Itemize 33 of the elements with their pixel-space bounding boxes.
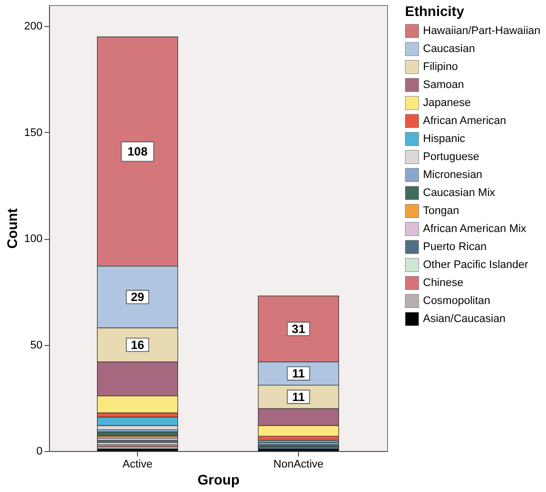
data-label: 108 (128, 144, 148, 159)
legend-label: Tongan (423, 205, 460, 217)
y-tick-label: 50 (30, 339, 42, 352)
legend-label: Puerto Rican (423, 241, 487, 253)
legend-label: Other Pacific Islander (423, 259, 528, 271)
data-label: 16 (130, 338, 145, 352)
legend-label: Caucasian Mix (423, 187, 496, 199)
legend-label: Hispanic (423, 133, 466, 145)
legend-label: Caucasian (423, 43, 475, 55)
legend-label: African American (423, 115, 506, 127)
y-tick-label: 150 (24, 126, 42, 139)
legend-label: Cosmopolitan (423, 295, 490, 307)
x-tick-label: NonActive (273, 458, 324, 470)
data-label: 31 (292, 322, 306, 336)
legend-label: Portuguese (423, 151, 480, 163)
data-label: 29 (130, 290, 145, 304)
legend-label: Asian/Caucasian (423, 313, 506, 325)
y-tick-label: 0 (36, 446, 42, 458)
data-label: 11 (292, 366, 306, 380)
legend-label: Filipino (423, 61, 458, 73)
legend-label: Samoan (423, 79, 464, 91)
x-tick-label: Active (122, 458, 153, 470)
legend-label: Chinese (423, 277, 464, 289)
y-axis-title: Count (4, 208, 20, 249)
legend-label: Japanese (423, 97, 471, 109)
legend-label: Hawaiian/Part-Hawaiian (423, 25, 540, 37)
legend-title: Ethnicity (405, 3, 464, 19)
legend-label: Micronesian (423, 169, 482, 181)
data-label: 11 (292, 390, 306, 404)
y-tick-label: 200 (24, 20, 42, 33)
legend-label: African American Mix (423, 223, 527, 235)
x-axis-title: Group (198, 472, 240, 488)
y-tick-label: 100 (24, 233, 42, 246)
